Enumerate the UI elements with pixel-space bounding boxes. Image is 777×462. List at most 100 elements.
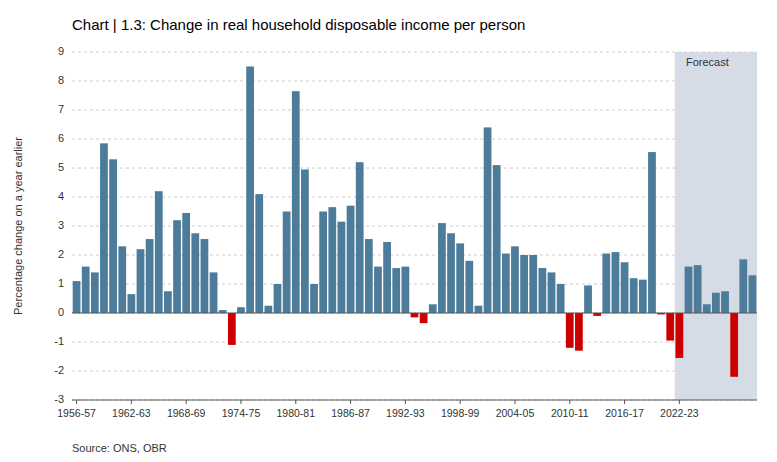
grid-line <box>72 400 757 401</box>
x-tick-label: 1998-99 <box>441 407 480 419</box>
chart-container: -3-2-101234567891956-571962-631968-69197… <box>0 0 777 462</box>
bar <box>164 291 172 313</box>
bar <box>529 255 537 313</box>
bar <box>365 239 373 313</box>
grid-line <box>72 110 757 111</box>
source: Source: ONS, OBR <box>72 442 167 454</box>
bar <box>383 242 391 313</box>
bar <box>566 313 574 348</box>
zero-line <box>72 313 757 314</box>
bar <box>100 143 108 313</box>
page: {"chart_data": { "type": "bar", "title":… <box>0 0 777 462</box>
grid-line <box>72 313 757 314</box>
x-tick-label: 1980-81 <box>276 407 315 419</box>
bar <box>438 223 446 313</box>
x-tick-label: 1956-57 <box>57 407 96 419</box>
bar <box>338 222 346 313</box>
bar <box>493 165 501 313</box>
bar <box>675 313 683 358</box>
y-tick-label: 4 <box>58 190 64 202</box>
y-tick-label: 3 <box>58 219 64 231</box>
bar <box>274 284 282 313</box>
bar <box>246 67 254 314</box>
bar <box>420 313 428 323</box>
x-tick-label: 2010-11 <box>551 407 589 419</box>
x-tick <box>240 400 241 404</box>
y-tick-label: 8 <box>58 74 64 86</box>
bar <box>155 191 163 313</box>
y-tick-label: 2 <box>58 248 64 260</box>
bar <box>127 294 135 313</box>
bar <box>602 254 610 313</box>
bar <box>712 293 720 313</box>
x-tick <box>405 400 406 404</box>
annotation: Forecast <box>686 56 729 68</box>
x-tick <box>295 400 296 404</box>
x-tick-label: 2016-17 <box>605 407 644 419</box>
bar <box>73 281 81 313</box>
bar <box>575 313 583 351</box>
y-tick-label: 9 <box>58 45 64 57</box>
x-tick-label: 1974-75 <box>222 407 261 419</box>
y-tick-label: -1 <box>54 335 64 347</box>
x-tick-label: 1968-69 <box>167 407 206 419</box>
x-tick-label: 2022-23 <box>660 407 699 419</box>
bar <box>694 265 702 313</box>
bar <box>484 127 492 313</box>
bars <box>73 67 757 377</box>
y-tick-label: 7 <box>58 103 64 115</box>
forecast-span <box>675 52 757 400</box>
bar <box>630 278 638 313</box>
x-axis-line <box>72 400 757 401</box>
y-tick-labels: -3-2-10123456789 <box>54 45 64 405</box>
bar <box>137 249 145 313</box>
bar <box>392 268 400 313</box>
grid-line <box>72 139 757 140</box>
x-tick <box>350 400 351 404</box>
y-tick-label: -2 <box>54 364 64 376</box>
x-tick <box>460 400 461 404</box>
bar <box>283 212 291 314</box>
grid-line <box>72 371 757 372</box>
bar <box>118 246 126 313</box>
grid-line <box>72 52 757 53</box>
bar <box>255 194 263 313</box>
bar <box>730 313 738 377</box>
x-tick <box>679 400 680 404</box>
bar <box>447 233 455 313</box>
bar <box>319 212 327 314</box>
bar <box>749 275 757 313</box>
bar <box>347 206 355 313</box>
y-tick-label: 0 <box>58 306 64 318</box>
x-ticks: 1956-571962-631968-691974-751980-811986-… <box>57 400 698 419</box>
bar <box>538 268 546 313</box>
bar <box>182 213 190 313</box>
x-tick-label: 2004-05 <box>496 407 535 419</box>
x-tick <box>186 400 187 404</box>
bar <box>739 259 747 313</box>
bar <box>356 162 364 313</box>
y-tick-label: 6 <box>58 132 64 144</box>
bar <box>548 272 556 313</box>
bar <box>228 313 236 345</box>
x-tick-label: 1986-87 <box>331 407 370 419</box>
x-tick-label: 1992-93 <box>386 407 425 419</box>
bar <box>557 284 565 313</box>
y-axis-label: Percentage change on a year earlier <box>12 137 24 315</box>
bar <box>465 261 473 313</box>
bar <box>210 272 218 313</box>
bar <box>401 267 409 313</box>
bar <box>456 243 464 313</box>
bar <box>411 313 419 317</box>
x-tick <box>514 400 515 404</box>
x-tick <box>569 400 570 404</box>
background <box>0 0 777 462</box>
bar <box>612 252 620 313</box>
bar <box>666 313 674 341</box>
bar <box>301 169 309 313</box>
grid-line <box>72 342 757 343</box>
bar <box>264 306 272 313</box>
y-tick-label: -3 <box>54 393 64 405</box>
bar <box>520 255 528 313</box>
bar <box>475 306 483 313</box>
